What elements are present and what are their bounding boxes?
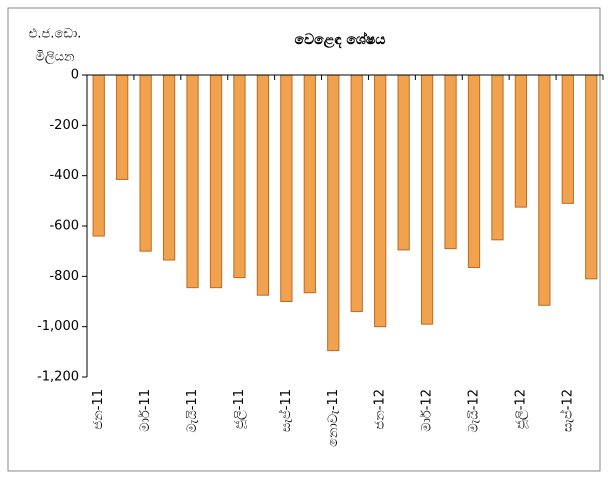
bar: [444, 74, 457, 250]
x-tick-label: ජූලි-12: [513, 389, 528, 429]
x-tick-label: ජන-12: [373, 389, 388, 430]
y-tick-label: -200: [49, 118, 79, 133]
bar: [467, 74, 481, 269]
bar: [116, 74, 129, 180]
y-tick-label: -400: [49, 168, 79, 183]
chart-title: වෙළෙඳ ශේෂය: [295, 31, 386, 49]
bar: [327, 74, 340, 352]
x-tick-label: නොවැ-11: [326, 389, 341, 447]
bar: [397, 74, 410, 251]
y-tick-label: -1,000: [37, 319, 79, 334]
bar: [280, 74, 293, 302]
bar: [561, 74, 574, 204]
bar: [139, 74, 152, 252]
x-tick-label: මැයි-12: [466, 389, 481, 433]
y-tick-label: -600: [49, 219, 79, 234]
x-tick-label: ජන-11: [91, 389, 106, 430]
bar: [538, 74, 551, 306]
bar: [92, 74, 105, 237]
x-tick-label: මැයි-11: [185, 389, 200, 433]
y-tick-label: -1,200: [37, 370, 79, 385]
y-axis-label: මිලියන: [35, 50, 75, 65]
bar: [374, 74, 387, 328]
bar: [303, 74, 316, 294]
y-tick-label: -800: [49, 269, 79, 284]
bar: [256, 74, 270, 296]
x-tick-label: සැප්-12: [559, 389, 575, 432]
bar: [233, 74, 246, 279]
x-tick-label: මාර්-12: [419, 389, 435, 432]
bar: [209, 74, 223, 289]
bar: [491, 74, 504, 241]
y-tick-label: 0: [71, 68, 79, 83]
bar: [514, 74, 528, 208]
bar: [186, 74, 199, 289]
x-tick-label: සැප්-11: [278, 389, 294, 432]
bar: [420, 74, 434, 325]
bar: [585, 74, 598, 280]
bar: [162, 74, 176, 261]
y-axis-label: එ.ජ.ඩො.: [29, 27, 82, 42]
x-tick-label: ජූලි-11: [232, 389, 247, 429]
x-tick-label: මාර්-11: [137, 389, 153, 432]
bar: [350, 74, 363, 313]
